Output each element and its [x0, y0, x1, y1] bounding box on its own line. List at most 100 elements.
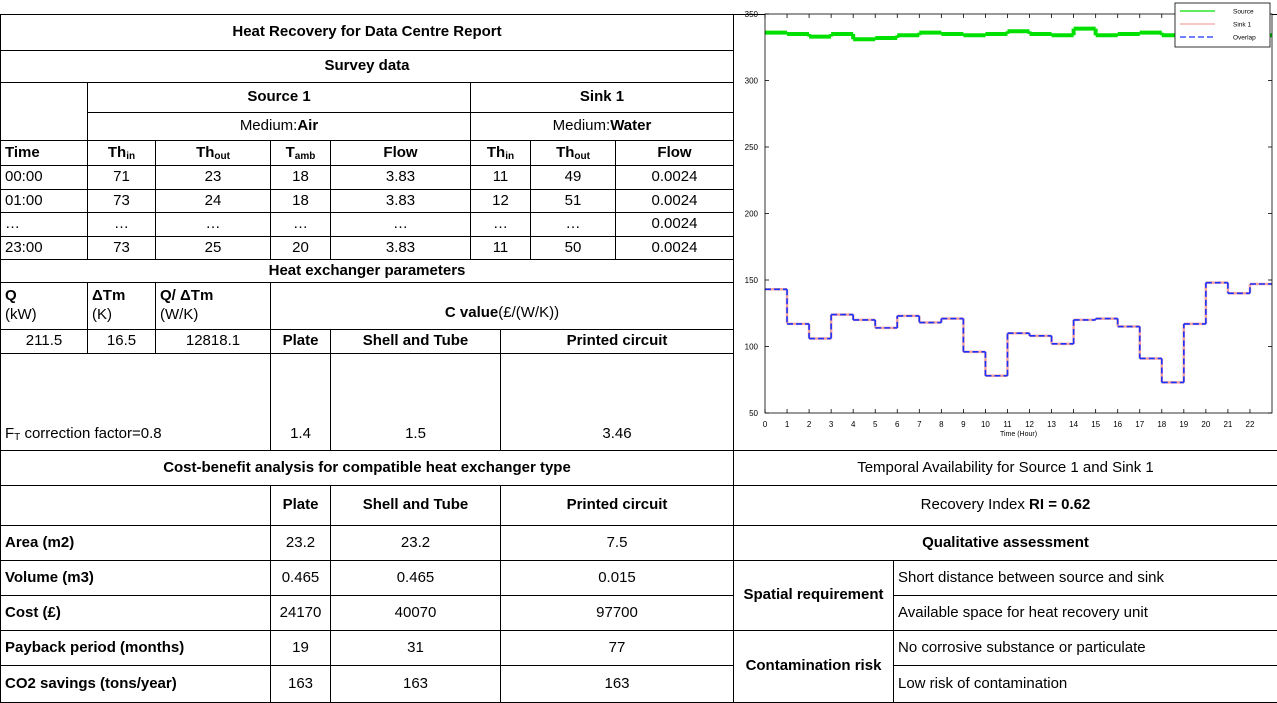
- row-label: Payback period (months): [0, 630, 271, 666]
- text: Source 1: [247, 88, 311, 106]
- text-line: Cost (£): [5, 604, 61, 623]
- text: 0.0024: [651, 215, 698, 233]
- text: Payback period (months): [5, 638, 185, 656]
- text-line: …: [393, 215, 408, 234]
- text-line: Printed circuit: [567, 332, 668, 351]
- legend-label: Sink 1: [1233, 22, 1251, 29]
- text-line: 0.465: [282, 569, 320, 588]
- text-line: 23:00: [5, 239, 43, 258]
- text: in: [126, 150, 136, 162]
- text: ΔTm: [92, 287, 126, 305]
- text-line: Thin: [487, 144, 514, 163]
- text: Printed circuit: [566, 496, 668, 514]
- text: Air: [297, 117, 319, 135]
- x-tick-label: 11: [1003, 420, 1012, 429]
- text-line: Sink 1: [580, 88, 624, 107]
- text: Medium:: [239, 117, 298, 135]
- text: (£/(W/K)): [498, 304, 560, 322]
- text-line: 16.5: [107, 332, 136, 351]
- text: (K): [92, 306, 112, 323]
- text: 0.0024: [651, 191, 698, 209]
- text-line: Tamb: [286, 144, 316, 163]
- x-tick-label: 1: [785, 420, 790, 429]
- group-name: Contamination risk: [733, 630, 894, 703]
- text: Short distance between source and sink: [898, 568, 1164, 586]
- text-line: 23.2: [286, 534, 315, 553]
- text: 20: [292, 238, 309, 256]
- availability-title: Temporal Availability for Source 1 and S…: [733, 450, 1277, 486]
- x-tick-label: 22: [1246, 420, 1255, 429]
- text-line: 51: [565, 192, 582, 211]
- text: Temporal Availability for Source 1 and S…: [857, 458, 1154, 476]
- text: 3.46: [602, 425, 632, 443]
- data-cell: 77: [500, 630, 734, 666]
- text: 49: [564, 168, 582, 186]
- text-line: Thin: [108, 144, 135, 163]
- data-cell: 7.5: [500, 525, 734, 561]
- text: 40070: [394, 603, 437, 621]
- text-line: Volume (m3): [5, 569, 94, 588]
- data-cell: 163: [270, 665, 331, 703]
- text: Th: [107, 143, 127, 161]
- data-cell: 163: [330, 665, 501, 703]
- row-label: Cost (£): [0, 595, 271, 631]
- text: Th: [556, 143, 575, 161]
- text-line: …: [206, 215, 221, 234]
- text-line: FT correction factor=0.8: [5, 425, 162, 444]
- text-line: 23: [205, 168, 222, 187]
- text-line: Cost-benefit analysis for compatible hea…: [163, 459, 571, 478]
- x-axis-label: Time (Hour): [1000, 431, 1037, 438]
- x-tick-label: 2: [807, 420, 812, 429]
- text-line: Q: [5, 287, 17, 306]
- y-tick-label: 100: [745, 343, 759, 352]
- text-line: 49: [565, 168, 582, 187]
- text: RI = 0.62: [1029, 496, 1091, 514]
- text-line: Thout: [196, 144, 230, 163]
- text: 1.5: [405, 425, 426, 443]
- text-line: Payback period (months): [5, 639, 184, 658]
- text-line: 3.83: [386, 192, 415, 211]
- x-tick-label: 6: [895, 420, 900, 429]
- text-line: 3.46: [602, 425, 631, 444]
- data-cell: 31: [330, 630, 501, 666]
- text: 12: [492, 191, 509, 209]
- plot-border: [764, 13, 1273, 414]
- text-line: Medium:Water: [553, 117, 652, 136]
- text-line: ΔTm: [92, 287, 125, 306]
- text-line: Survey data: [324, 57, 409, 76]
- text-line: …: [566, 215, 581, 234]
- text: Heat Recovery for Data Centre Report: [232, 23, 502, 41]
- text-line: 3.83: [386, 239, 415, 258]
- text-line: CO2 savings (tons/year): [5, 675, 177, 694]
- text: Sink 1: [579, 88, 625, 106]
- text-line: …: [293, 215, 308, 234]
- data-cell: 0.465: [330, 560, 501, 596]
- y-tick-label: 50: [749, 409, 758, 418]
- text-line: (W/K): [160, 306, 198, 325]
- x-tick-label: 16: [1113, 420, 1122, 429]
- x-tick-label: 0: [763, 420, 768, 429]
- text: F: [5, 425, 15, 443]
- text: 0.465: [281, 568, 320, 586]
- text-line: 40070: [395, 604, 437, 623]
- text: 73: [113, 191, 130, 209]
- text-line: 50: [565, 239, 582, 258]
- text: 00:00: [5, 168, 43, 186]
- section-title: Cost-benefit analysis for compatible hea…: [0, 450, 734, 486]
- text-line: Shell and Tube: [363, 332, 469, 351]
- text: Spatial requirement: [743, 586, 884, 604]
- text: Low risk of contamination: [898, 674, 1068, 692]
- text: 211.5: [25, 332, 63, 350]
- x-tick-label: 5: [873, 420, 878, 429]
- text: …: [293, 215, 308, 233]
- text: Cost-benefit analysis for compatible hea…: [163, 458, 571, 476]
- text: Survey data: [324, 57, 410, 75]
- text: …: [205, 215, 221, 233]
- text: Available space for heat recovery unit: [898, 603, 1148, 621]
- text: 163: [402, 674, 429, 692]
- text-line: 24170: [280, 604, 322, 623]
- text-line: …: [5, 215, 20, 234]
- text: (kW): [5, 306, 37, 323]
- text-line: 20: [292, 239, 309, 258]
